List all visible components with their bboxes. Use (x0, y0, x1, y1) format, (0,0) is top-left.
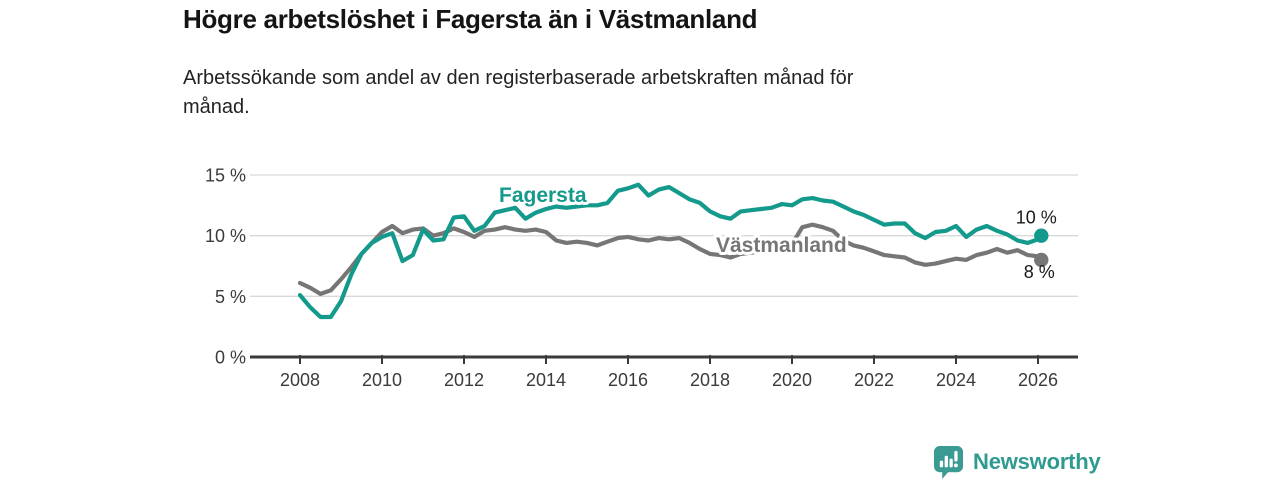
x-tick-label: 2018 (690, 370, 730, 390)
x-tick-label: 2016 (608, 370, 648, 390)
x-tick-label: 2026 (1018, 370, 1058, 390)
end-value-label-västmanland: 8 % (1024, 262, 1055, 282)
series-label-västmanland: Västmanland (716, 234, 847, 257)
y-tick-label: 10 % (205, 226, 246, 246)
chart-subtitle-line2: månad. (183, 96, 250, 118)
y-tick-label: 15 % (205, 166, 246, 186)
newsworthy-brand-text: Newsworthy (973, 449, 1101, 474)
end-dot-västmanland (1034, 252, 1049, 268)
page-title: Högre arbetslöshet i Fagersta än i Västm… (183, 4, 758, 34)
x-tick-label: 2010 (362, 370, 402, 390)
chart-subtitle-line1: Arbetssökande som andel av den registerb… (183, 67, 854, 89)
x-tick-label: 2008 (280, 370, 320, 390)
newsworthy-logo-icon (933, 445, 964, 479)
x-tick-label: 2020 (772, 370, 812, 390)
chart-subtitle: Arbetssökande som andel av den registerb… (183, 64, 853, 122)
x-tick-label: 2024 (936, 370, 976, 390)
x-tick-label: 2012 (444, 370, 484, 390)
series-label-fagersta: Fagersta (499, 184, 587, 207)
unemployment-line-chart: 0 % 5 % 10 % 15 % 2008 2010 2012 2014 2016 2018 20… (205, 166, 1078, 390)
x-tick-label: 2014 (526, 370, 566, 390)
x-tick-label: 2022 (854, 370, 894, 390)
end-dot-fagersta (1034, 228, 1049, 243)
series-line-fagersta (297, 182, 1044, 320)
newsworthy-brand: Newsworthy (933, 444, 1101, 480)
y-tick-label: 0 % (215, 348, 246, 368)
y-tick-label: 5 % (215, 287, 246, 307)
end-value-label-fagersta: 10 % (1016, 208, 1057, 228)
